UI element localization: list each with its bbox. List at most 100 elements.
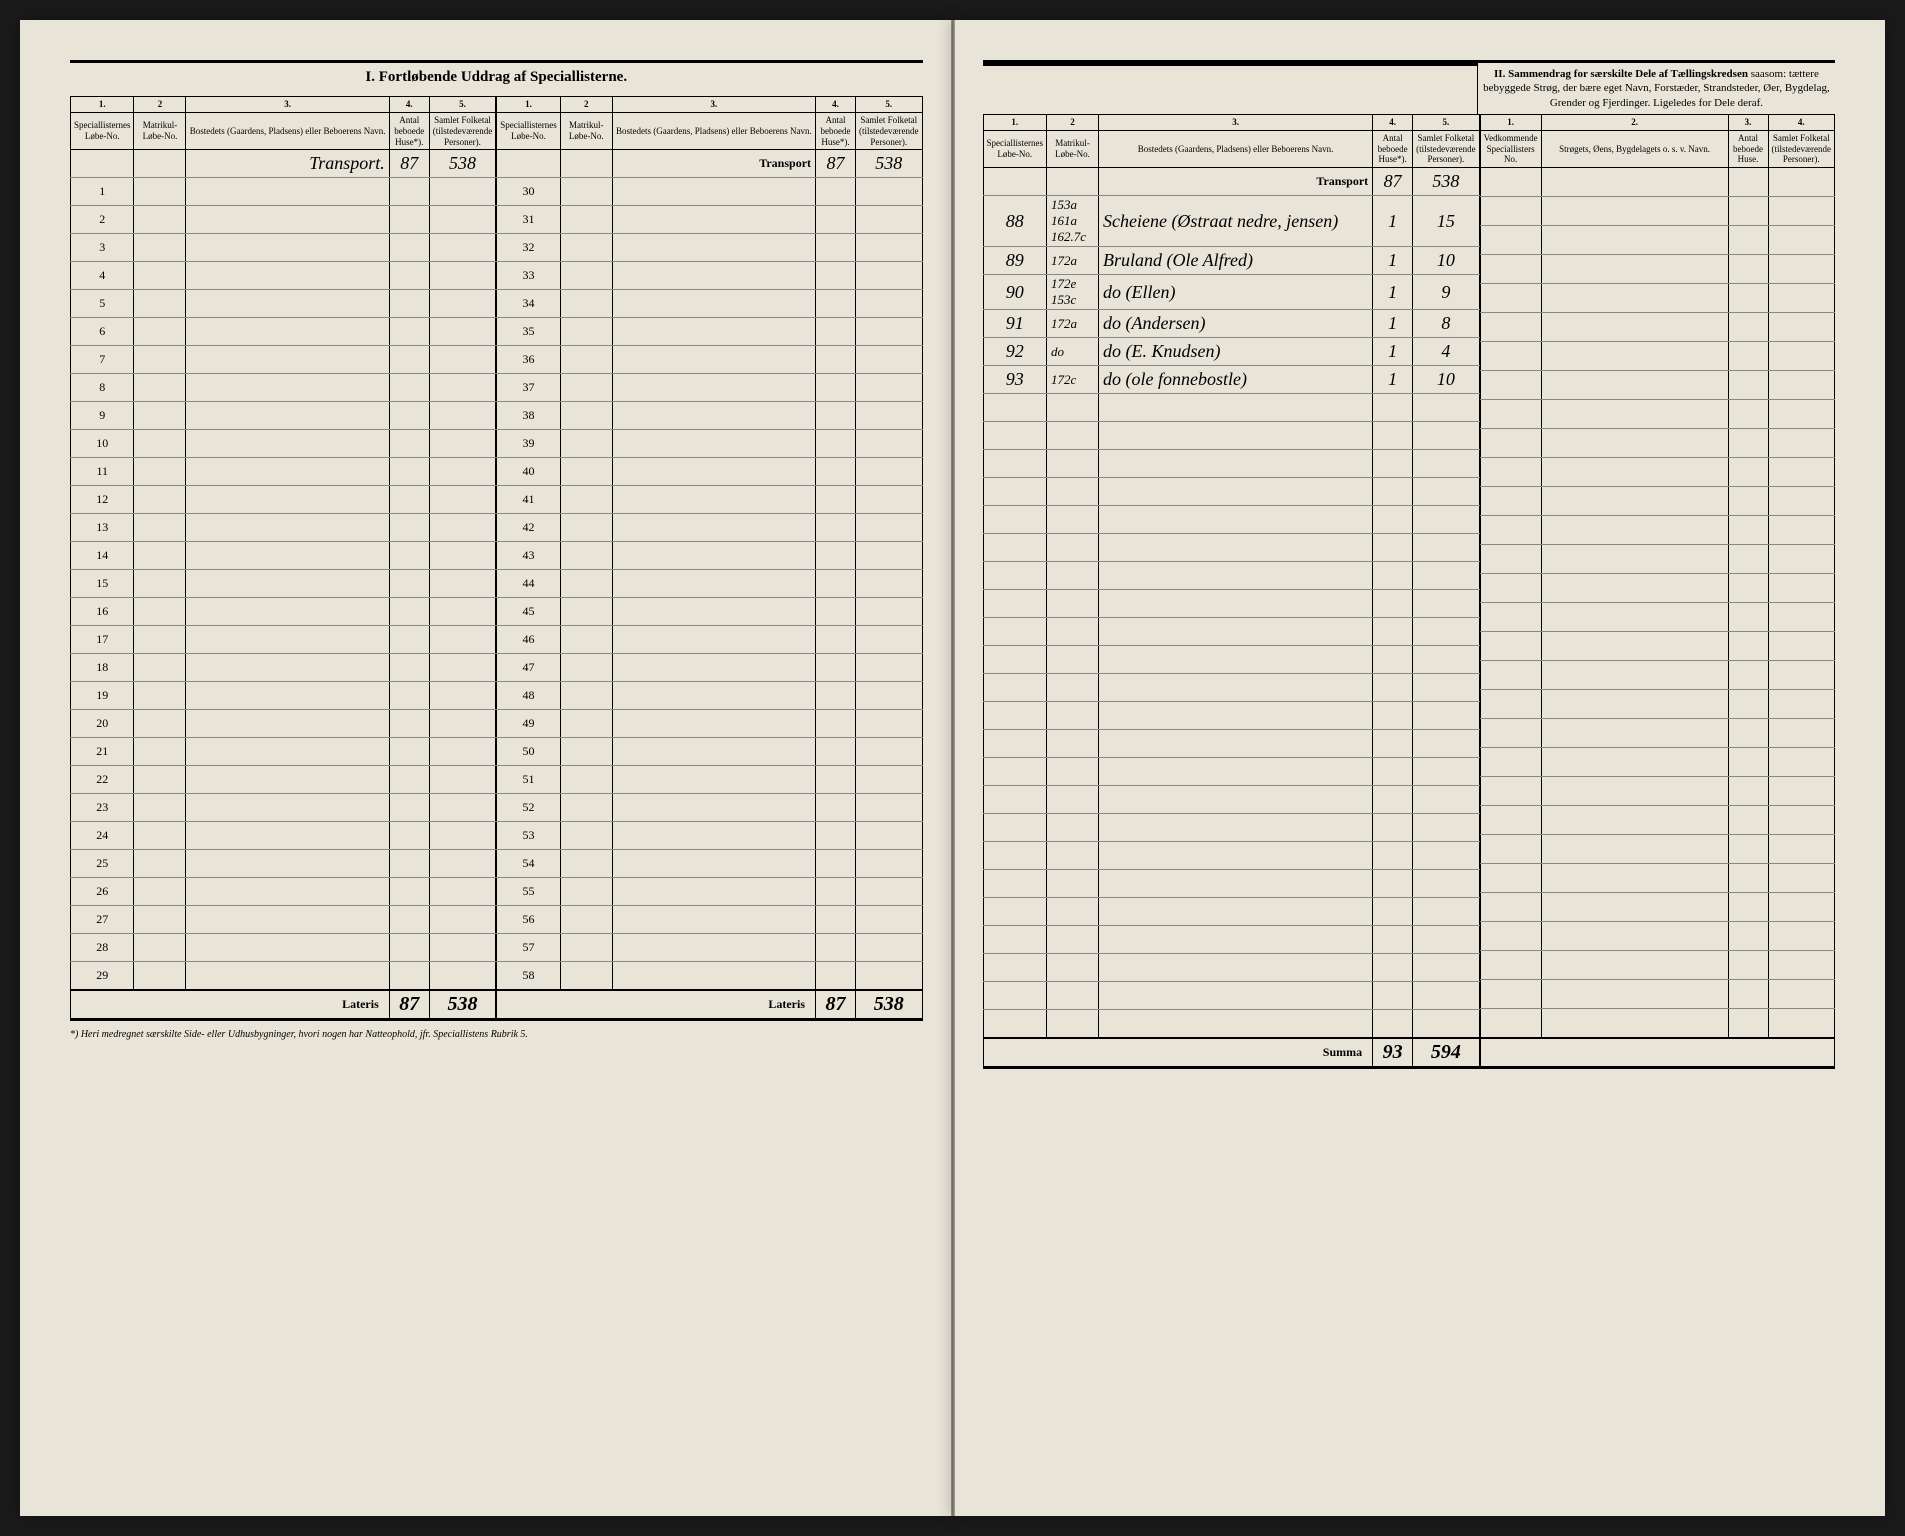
right-page: II. Sammendrag for særskilte Dele af Tæl… bbox=[953, 20, 1886, 1516]
table-row bbox=[1480, 806, 1834, 835]
transport-folk: 538 bbox=[1413, 168, 1479, 196]
cell-huse: 1 bbox=[1373, 338, 1413, 366]
table-row bbox=[983, 842, 1479, 870]
table-row: 9 bbox=[71, 402, 496, 430]
transport-row: Transport. 87 538 bbox=[71, 150, 496, 178]
section-i-title-cont bbox=[983, 63, 1477, 114]
table-row: 28 bbox=[71, 934, 496, 962]
section-ii-bold: II. Sammendrag for særskilte Dele af Tæl… bbox=[1494, 68, 1748, 80]
transport-label: Transport bbox=[612, 150, 815, 178]
cell-no: 90 bbox=[983, 275, 1046, 310]
row-number: 30 bbox=[497, 178, 560, 206]
table-row bbox=[983, 562, 1479, 590]
table-row: 10 bbox=[71, 430, 496, 458]
col-header: Bostedets (Gaardens, Pladsens) eller Beb… bbox=[186, 113, 389, 150]
table-row: 57 bbox=[497, 934, 922, 962]
table-row bbox=[983, 786, 1479, 814]
table-row: 31 bbox=[497, 206, 922, 234]
row-number: 4 bbox=[71, 262, 134, 290]
table-row: 26 bbox=[71, 878, 496, 906]
col-header: Antal beboede Huse*). bbox=[1373, 130, 1413, 167]
col-header: Antal beboede Huse. bbox=[1728, 130, 1768, 167]
lateris-folk: 538 bbox=[856, 990, 922, 1020]
col-num: 2 bbox=[560, 97, 612, 113]
table-row: 22 bbox=[71, 766, 496, 794]
col-num: 3. bbox=[612, 97, 815, 113]
summa-huse: 93 bbox=[1373, 1038, 1413, 1068]
col-header: Samlet Folketal (tilstedeværende Persone… bbox=[1413, 130, 1479, 167]
col-num: 2. bbox=[1541, 114, 1728, 130]
row-number: 40 bbox=[497, 458, 560, 486]
row-number: 21 bbox=[71, 738, 134, 766]
col-num: 4. bbox=[1768, 114, 1834, 130]
row-number: 51 bbox=[497, 766, 560, 794]
row-number: 28 bbox=[71, 934, 134, 962]
col-num: 5. bbox=[1413, 114, 1479, 130]
row-number: 3 bbox=[71, 234, 134, 262]
table-row bbox=[1480, 574, 1834, 603]
row-number: 9 bbox=[71, 402, 134, 430]
table-row: 39 bbox=[497, 430, 922, 458]
row-number: 18 bbox=[71, 654, 134, 682]
table-row: 13 bbox=[71, 514, 496, 542]
footnote: *) Heri medregnet særskilte Side- eller … bbox=[70, 1021, 923, 1040]
table-row: 3 bbox=[71, 234, 496, 262]
book-spine bbox=[951, 20, 955, 1516]
table-row bbox=[1480, 835, 1834, 864]
table-row: 52 bbox=[497, 794, 922, 822]
table-row bbox=[983, 534, 1479, 562]
table-row bbox=[983, 450, 1479, 478]
left-page: I. Fortløbende Uddrag af Speciallisterne… bbox=[20, 20, 953, 1516]
cell-name: do (E. Knudsen) bbox=[1098, 338, 1372, 366]
table-row: 49 bbox=[497, 710, 922, 738]
table-row bbox=[1480, 197, 1834, 226]
col-header: Antal beboede Huse*). bbox=[389, 113, 429, 150]
table-row: 50 bbox=[497, 738, 922, 766]
row-number: 15 bbox=[71, 570, 134, 598]
census-ledger-book: I. Fortløbende Uddrag af Speciallisterne… bbox=[20, 20, 1885, 1516]
col-num: 5. bbox=[429, 97, 495, 113]
row-number: 36 bbox=[497, 346, 560, 374]
summa-row: Summa 93 594 bbox=[983, 1038, 1479, 1068]
table-row bbox=[1480, 980, 1834, 1009]
table-row: 18 bbox=[71, 654, 496, 682]
table-row: 93 172c do (ole fonnebostle) 1 10 bbox=[983, 366, 1479, 394]
lateris-folk: 538 bbox=[429, 990, 495, 1020]
transport-huse: 87 bbox=[1373, 168, 1413, 196]
row-number: 44 bbox=[497, 570, 560, 598]
table-row bbox=[983, 674, 1479, 702]
table-row: 51 bbox=[497, 766, 922, 794]
row-number: 43 bbox=[497, 542, 560, 570]
table-row: 20 bbox=[71, 710, 496, 738]
table-row bbox=[983, 394, 1479, 422]
col-num: 4. bbox=[389, 97, 429, 113]
row-number: 20 bbox=[71, 710, 134, 738]
col-num: 2 bbox=[1046, 114, 1098, 130]
table-row bbox=[1480, 226, 1834, 255]
col-header: Bostedets (Gaardens, Pladsens) eller Beb… bbox=[612, 113, 815, 150]
cell-folk: 10 bbox=[1413, 366, 1479, 394]
cell-no: 92 bbox=[983, 338, 1046, 366]
row-number: 49 bbox=[497, 710, 560, 738]
row-number: 6 bbox=[71, 318, 134, 346]
section-i-table-c: 1. 2 3. 4. 5. Speciallisternes Løbe-No. … bbox=[983, 114, 1480, 1069]
row-number: 12 bbox=[71, 486, 134, 514]
cell-folk: 9 bbox=[1413, 275, 1479, 310]
cell-huse: 1 bbox=[1373, 196, 1413, 247]
row-number: 5 bbox=[71, 290, 134, 318]
row-number: 16 bbox=[71, 598, 134, 626]
cell-no: 93 bbox=[983, 366, 1046, 394]
table-row: 91 172a do (Andersen) 1 8 bbox=[983, 310, 1479, 338]
table-row: 53 bbox=[497, 822, 922, 850]
row-number: 2 bbox=[71, 206, 134, 234]
table-row: 23 bbox=[71, 794, 496, 822]
row-number: 33 bbox=[497, 262, 560, 290]
summa-folk: 594 bbox=[1413, 1038, 1479, 1068]
table-row bbox=[1480, 632, 1834, 661]
table-row bbox=[1480, 458, 1834, 487]
cell-huse: 1 bbox=[1373, 247, 1413, 275]
table-row bbox=[1480, 1009, 1834, 1038]
table-row bbox=[1480, 719, 1834, 748]
table-row bbox=[1480, 893, 1834, 922]
section-ii-table: 1. 2. 3. 4. Vedkommende Speciallisters N… bbox=[1480, 114, 1835, 1069]
